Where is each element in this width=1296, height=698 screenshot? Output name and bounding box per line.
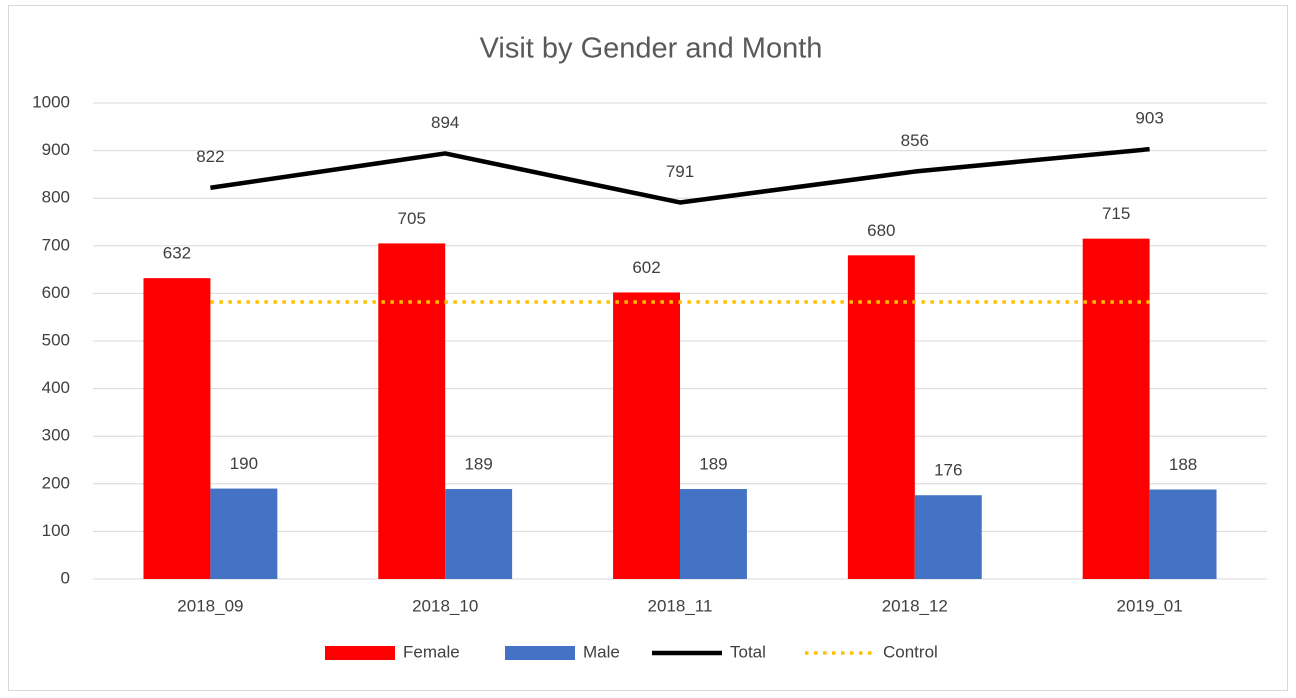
bar [210,488,278,579]
data-label: 188 [1169,455,1197,474]
data-label: 176 [934,461,962,480]
y-tick-label: 200 [42,473,70,492]
bar [680,489,747,579]
x-tick-label: 2018_10 [412,596,478,615]
y-tick-label: 0 [61,568,70,587]
data-label: 632 [163,244,191,263]
data-label: 791 [666,162,694,181]
data-label: 680 [867,221,895,240]
bar [914,495,982,579]
bar [378,243,446,580]
y-tick-label: 300 [42,426,70,445]
chart-title: Visit by Gender and Month [480,33,823,65]
legend-label: Control [883,642,938,661]
data-label: 903 [1135,109,1163,128]
bar [143,278,211,579]
y-tick-label: 400 [42,378,70,397]
legend-label: Male [583,642,620,661]
x-tick-label: 2018_09 [177,596,243,615]
data-label: 189 [699,455,727,474]
bar [847,255,915,579]
x-tick-label: 2019_01 [1117,596,1183,615]
data-label: 822 [196,147,224,166]
legend-label: Female [403,642,460,661]
data-label: 715 [1102,204,1130,223]
line-series [210,146,1150,205]
y-tick-label: 100 [42,521,70,540]
data-label: 894 [431,113,459,132]
x-tick-label: 2018_11 [648,596,713,615]
y-tick-label: 600 [42,283,70,302]
data-label: 856 [901,131,929,150]
legend-label: Total [730,642,766,661]
data-label: 705 [398,209,426,228]
y-tick-label: 1000 [32,92,70,111]
bar [1082,238,1150,579]
y-tick-label: 500 [42,330,70,349]
bar [445,489,513,579]
data-label: 602 [632,258,660,277]
legend-swatch [325,646,395,660]
x-tick-label: 2018_12 [882,596,948,615]
bar [1149,489,1217,579]
bar [613,292,680,579]
legend-swatch [505,646,575,660]
y-tick-label: 700 [42,235,70,254]
y-tick-label: 800 [42,188,70,207]
data-label: 189 [464,455,492,474]
y-tick-label: 900 [42,140,70,159]
data-label: 190 [230,454,258,473]
